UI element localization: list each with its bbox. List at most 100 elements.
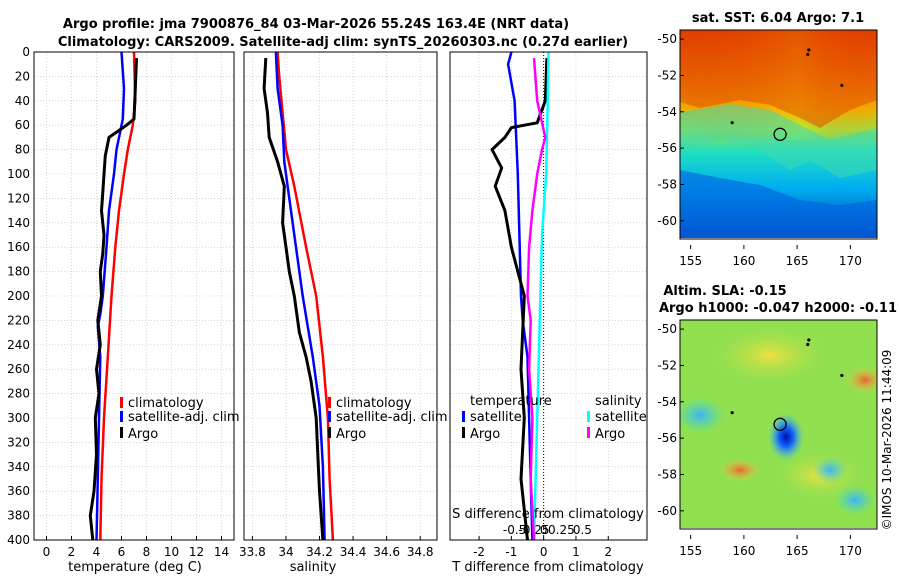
- x-tick-label: 0: [540, 545, 548, 559]
- legend-swatch-climatology: [120, 397, 123, 408]
- panel-frame: [243, 51, 438, 541]
- legend-swatch-argo: [328, 427, 331, 438]
- x-tick-label: 8: [143, 545, 151, 559]
- map-y-tick-label: -52: [657, 358, 677, 372]
- sst-front-region: [680, 104, 877, 178]
- legend-label-argo: Argo: [336, 427, 366, 442]
- sla-yellow-patch: [710, 325, 830, 385]
- x-tick-label: 2: [604, 545, 612, 559]
- sst-cold-region: [680, 170, 877, 239]
- y-tick-label: 100: [7, 167, 30, 181]
- map-y-tick-label: -52: [657, 68, 677, 82]
- y-tick-label: 140: [7, 216, 30, 230]
- legend-label-climatology: climatology: [128, 396, 204, 411]
- legend-swatch-temperature-satellite: [462, 411, 465, 422]
- series-line-temperature-argo: [490, 58, 549, 541]
- legend-label-salinity-argo: Argo: [595, 427, 625, 442]
- legend-swatch-climatology: [328, 397, 331, 408]
- sst-map-axes: 155 160 165 170 -50 -52 -54 -56 -58 -60: [657, 32, 861, 268]
- sla-map-field: [680, 320, 877, 529]
- y-tick-label: 20: [15, 69, 30, 83]
- x-tick-label: 4: [93, 545, 101, 559]
- legend-label-climatology: climatology: [336, 396, 412, 411]
- y-tick-label: 220: [7, 313, 30, 327]
- legend-label-temperature-satellite: satellite: [470, 410, 522, 425]
- sla-blue-patch: [835, 485, 875, 515]
- x-tick-label: 1: [572, 545, 580, 559]
- map-x-tick-label: 170: [839, 254, 862, 268]
- y-tick-label: 200: [7, 289, 30, 303]
- series-line-satellite-adj-clim: [274, 51, 326, 541]
- map-y-tick-label: -54: [657, 105, 677, 119]
- sst-map-frame: [679, 29, 878, 240]
- temperature-panel: 0 2 4 6 8 10 12 1402040608010012014016018020022…: [7, 45, 235, 559]
- figure-title-line2: Climatology: CARS2009. Satellite-adj cli…: [58, 35, 628, 50]
- map-y-tick-label: -58: [657, 467, 677, 481]
- temperature-legend: climatology satellite-adj. clim Argo: [120, 396, 240, 442]
- x-tick-label: -2: [473, 545, 485, 559]
- island-marker: [840, 83, 844, 88]
- top-x-tick-label: 0.5: [573, 523, 592, 537]
- legend-title-salinity: salinity: [595, 394, 642, 409]
- x-tick-label: 6: [118, 545, 126, 559]
- y-tick-label: 60: [15, 118, 30, 132]
- y-tick-label: 360: [7, 484, 30, 498]
- map-x-tick-label: 160: [732, 254, 755, 268]
- imos-credit: ©IMOS 10-Mar-2026 11:44:09: [880, 350, 894, 531]
- salinity-xlabel: salinity: [290, 560, 337, 575]
- series-line-satellite-adj-clim: [95, 51, 126, 541]
- y-tick-label: 180: [7, 265, 30, 279]
- map-y-tick-label: -56: [657, 431, 677, 445]
- panel-frame: [449, 51, 648, 541]
- x-tick-label: 33.8: [239, 545, 266, 559]
- sla-blue-patch: [680, 397, 725, 433]
- y-tick-label: 280: [7, 387, 30, 401]
- sst-map-markers: [730, 48, 844, 141]
- y-tick-label: 400: [7, 533, 30, 547]
- legend-swatch-satellite: [120, 411, 123, 422]
- series-line-argo: [262, 58, 325, 541]
- legend-swatch-argo: [120, 427, 123, 438]
- y-tick-label: 320: [7, 435, 30, 449]
- legend-label-temperature-argo: Argo: [470, 427, 500, 442]
- legend-label-satellite: satellite-adj. clim: [336, 410, 448, 425]
- legend-label-argo: Argo: [128, 427, 158, 442]
- sla-map-axes: 155 160 165 170 -50 -52 -54 -56 -58 -60: [657, 322, 861, 558]
- island-marker: [806, 342, 810, 347]
- temperature-xlabel: temperature (deg C): [68, 560, 202, 575]
- x-tick-label: 34.6: [373, 545, 400, 559]
- legend-swatch-temperature-argo: [462, 427, 465, 438]
- island-marker: [807, 48, 811, 52]
- difference-xlabel: T difference from climatology: [451, 560, 644, 575]
- sla-map-markers: [730, 338, 844, 431]
- map-y-tick-label: -54: [657, 395, 677, 409]
- x-tick-label: -1: [505, 545, 517, 559]
- map-x-tick-label: 165: [786, 544, 809, 558]
- y-tick-label: 120: [7, 191, 30, 205]
- map-y-tick-label: -50: [657, 32, 677, 46]
- series-line-climatology: [276, 51, 335, 541]
- difference-legend: temperature satellite Argo salinity sate…: [462, 394, 647, 442]
- x-tick-label: 34.8: [407, 545, 434, 559]
- x-tick-label: 34.4: [340, 545, 367, 559]
- legend-title-temperature: temperature: [470, 394, 552, 409]
- map-y-tick-label: -56: [657, 141, 677, 155]
- sla-map-subtitle: Argo h1000: -0.047 h2000: -0.11: [659, 301, 897, 316]
- sla-map-frame: [679, 319, 878, 530]
- x-tick-label: 0: [43, 545, 51, 559]
- top-x-tick-label: 0.25: [548, 523, 575, 537]
- top-x-tick-label: -0.5: [503, 523, 526, 537]
- sla-eddy: [768, 413, 804, 461]
- x-tick-label: 34: [278, 545, 293, 559]
- map-y-tick-label: -58: [657, 177, 677, 191]
- y-tick-label: 160: [7, 240, 30, 254]
- panel-frame: [33, 51, 235, 541]
- series-line-salinity-argo: [526, 58, 547, 541]
- x-tick-label: 12: [189, 545, 204, 559]
- map-x-tick-label: 160: [732, 544, 755, 558]
- sst-map-field: [680, 30, 877, 239]
- x-tick-label: 2: [68, 545, 76, 559]
- salinity-legend: climatology satellite-adj. clim Argo: [328, 396, 448, 442]
- y-tick-label: 240: [7, 338, 30, 352]
